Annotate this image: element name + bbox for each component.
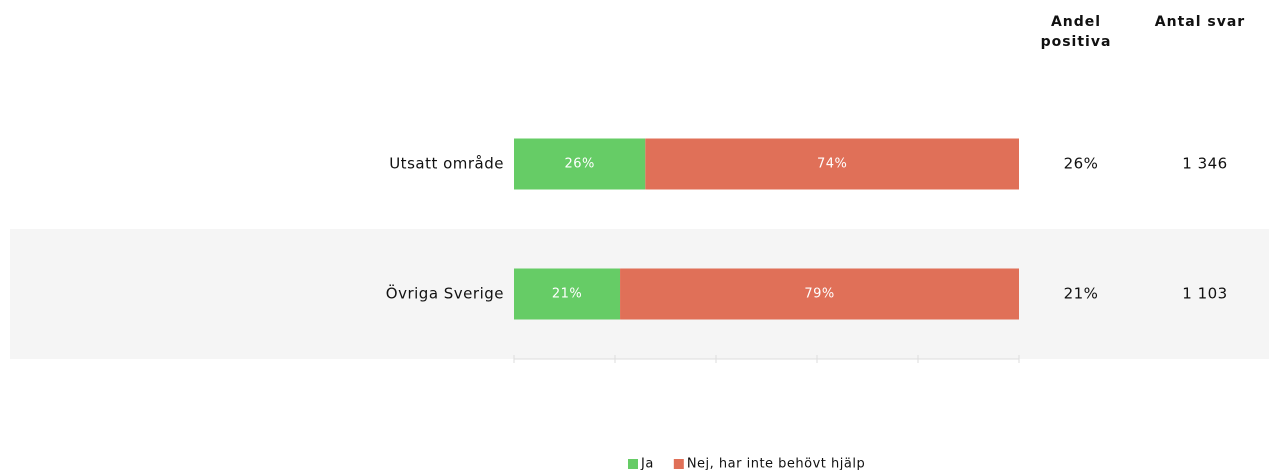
column-value: 26% <box>1064 155 1099 173</box>
category-label: Övriga Sverige <box>386 284 504 303</box>
bar-segment <box>620 268 1019 320</box>
column-header: Andel positiva <box>1040 14 1112 50</box>
bar-segment <box>514 268 621 320</box>
column-value: 1 103 <box>1182 285 1227 303</box>
legend-swatch <box>673 459 684 469</box>
bar-value-label: 21% <box>552 287 582 302</box>
bar-value-label: 79% <box>804 287 834 302</box>
category-label: Utsatt område <box>389 155 504 173</box>
bar-segment <box>645 138 1019 190</box>
legend-label: Nej, har inte behövt hjälp <box>687 457 865 470</box>
column-value: 1 346 <box>1182 155 1227 173</box>
bar-value-label: 26% <box>564 157 594 172</box>
column-value: 21% <box>1064 285 1099 303</box>
bar-segment <box>514 138 646 190</box>
column-header: Antal svar <box>1154 14 1246 30</box>
legend-label: Ja <box>640 457 654 470</box>
legend-swatch <box>628 459 638 469</box>
bar-value-label: 74% <box>817 157 847 172</box>
